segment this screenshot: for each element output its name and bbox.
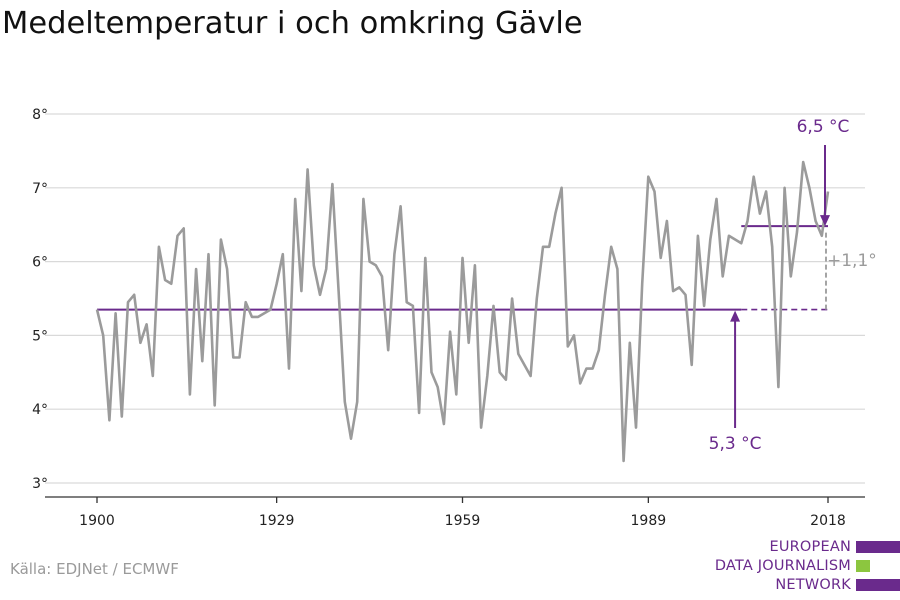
logo-bar-purple-top — [856, 541, 900, 553]
y-tick-label: 8° — [32, 107, 48, 123]
x-tick-label: 2018 — [810, 513, 846, 529]
series-layer — [95, 160, 830, 463]
y-tick-label: 7° — [32, 181, 48, 197]
x-tick-label: 1989 — [631, 513, 667, 529]
recent-mean-arrowhead — [820, 215, 830, 227]
logo-bar-green — [856, 560, 870, 572]
x-tick-label: 1959 — [445, 513, 481, 529]
edjnet-logo: EUROPEAN DATA JOURNALISM NETWORK — [700, 538, 900, 594]
temperature-series-line — [95, 160, 830, 463]
baseline-arrowhead — [730, 310, 741, 322]
y-tick-label: 5° — [32, 328, 48, 344]
axis-layer: 3° 4° 5° 6° 7° 8° 1900 1929 1959 1989 2018 — [32, 107, 865, 529]
y-tick-label: 3° — [32, 476, 48, 492]
x-tick-label: 1929 — [259, 513, 295, 529]
annotation-layer: 6,5 °C 5,3 °C +1,1° — [709, 117, 877, 454]
logo-line-network: NETWORK — [775, 577, 851, 593]
logo-line-data-journalism: DATA JOURNALISM — [714, 558, 851, 574]
grid-layer — [45, 113, 865, 484]
y-tick-label: 4° — [32, 402, 48, 418]
logo-line-european: EUROPEAN — [769, 539, 851, 555]
source-credit: Källa: EDJNet / ECMWF — [10, 560, 179, 578]
logo-bar-purple-bottom — [856, 579, 900, 591]
x-tick-label: 1900 — [79, 513, 115, 529]
recent-mean-label: 6,5 °C — [797, 117, 850, 137]
baseline-mean-label: 5,3 °C — [709, 434, 762, 454]
difference-label: +1,1° — [827, 251, 877, 271]
y-tick-label: 6° — [32, 255, 48, 271]
chart-title: Medeltemperatur i och omkring Gävle — [2, 6, 583, 41]
